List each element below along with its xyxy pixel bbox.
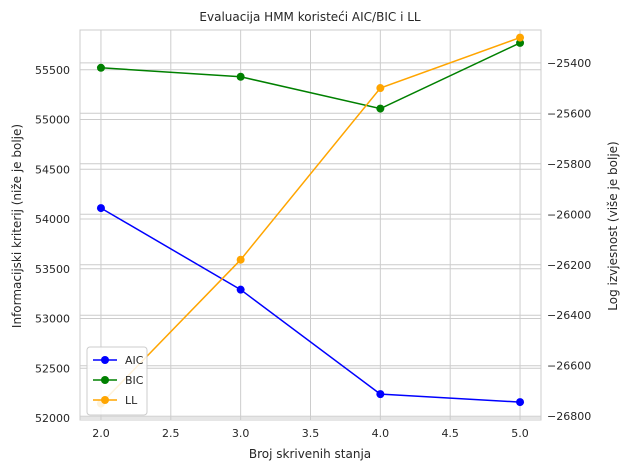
y-left-tick-label: 54000: [35, 213, 70, 226]
y-right-tick-label: −25600: [547, 107, 591, 120]
ll-point: [376, 84, 385, 93]
bic-line: [100, 42, 521, 110]
y-right-tick-label: −26800: [547, 410, 591, 423]
legend: AIC BIC LL: [86, 346, 148, 416]
ll-line: [100, 36, 521, 405]
y-right-tick-label: −26200: [547, 259, 591, 272]
ll-point: [516, 33, 525, 42]
y-left-tick-label: 52500: [35, 362, 70, 375]
y-left-tick-label: 54500: [35, 163, 70, 176]
y-left-tick-label: 55000: [35, 114, 70, 127]
grid: [80, 30, 541, 420]
y-right-tick-label: −26000: [547, 208, 591, 221]
x-axis-label: Broj skrivenih stanja: [249, 447, 371, 461]
chart-title: Evaluacija HMM koristeći AIC/BIC i LL: [199, 10, 420, 24]
y-left-axis-ticks: 52000 52500 53000 53500 54000 54500 55000 55500: [35, 64, 70, 425]
y-right-axis-ticks: −26800 −26600 −26400 −26200 −26000 −25800 −256…: [547, 57, 591, 423]
x-tick-label: 5.0: [511, 427, 529, 440]
y-right-tick-label: −26600: [547, 360, 591, 373]
y-left-tick-label: 53500: [35, 263, 70, 276]
aic-legend-marker: [101, 356, 109, 364]
aic-point: [96, 204, 105, 213]
x-tick-label: 3.5: [302, 427, 320, 440]
y-right-tick-label: −25800: [547, 158, 591, 171]
x-tick-label: 3.0: [232, 427, 250, 440]
bic-point: [376, 104, 385, 113]
bic-point: [96, 63, 105, 72]
x-tick-label: 4.5: [441, 427, 459, 440]
aic-legend-label: AIC: [125, 354, 144, 367]
bic-legend-marker: [101, 376, 109, 384]
ll-legend-marker: [101, 396, 109, 404]
aic-point: [376, 390, 385, 399]
ll-point: [236, 255, 245, 264]
x-tick-label: 4.0: [372, 427, 390, 440]
x-tick-label: 2.5: [162, 427, 180, 440]
y-right-axis-label: Log izvjesnost (više je bolje): [606, 141, 620, 310]
x-axis-ticks: 2.0 2.5 3.0 3.5 4.0 4.5 5.0: [92, 427, 529, 440]
aic-point: [236, 285, 245, 294]
ll-legend-label: LL: [125, 394, 138, 407]
bic-legend-label: BIC: [125, 374, 144, 387]
aic-line: [100, 207, 521, 403]
y-right-tick-label: −25400: [547, 57, 591, 70]
bic-point: [236, 72, 245, 81]
y-left-tick-label: 55500: [35, 64, 70, 77]
y-left-tick-label: 52000: [35, 412, 70, 425]
x-tick-label: 2.0: [92, 427, 110, 440]
aic-point: [516, 398, 525, 407]
y-left-axis-label: Informacijski kriterij (niže je bolje): [10, 124, 24, 328]
y-right-tick-label: −26400: [547, 309, 591, 322]
y-left-tick-label: 53000: [35, 313, 70, 326]
plot-frame: [79, 29, 542, 421]
